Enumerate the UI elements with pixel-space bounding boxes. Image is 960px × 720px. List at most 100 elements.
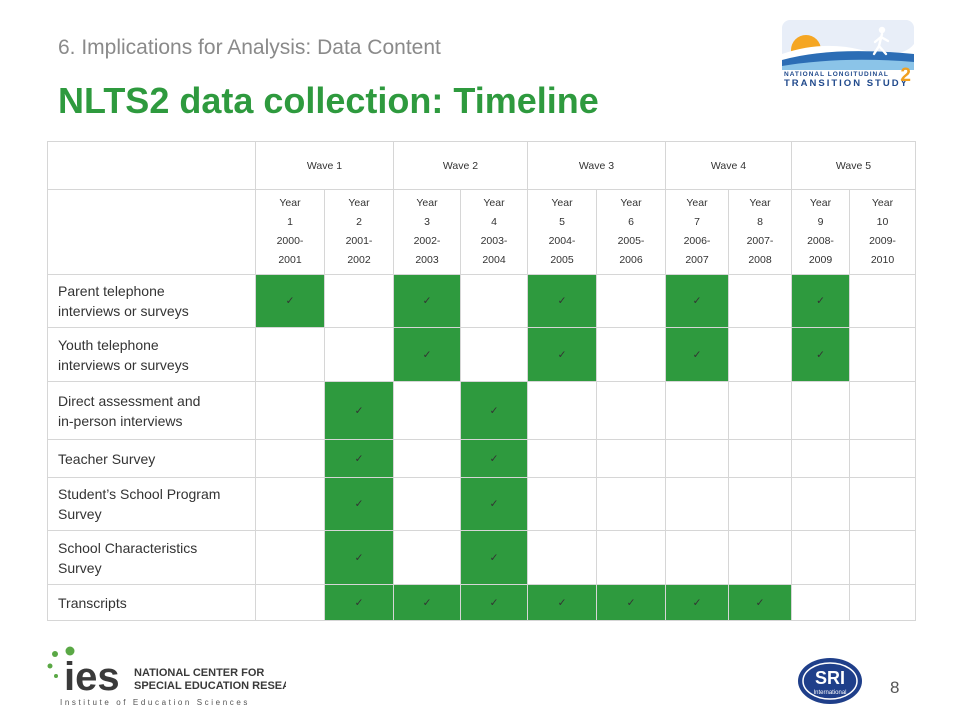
check-cell: ✓ — [324, 584, 394, 621]
check-cell: ✓ — [393, 327, 461, 382]
empty-cell — [527, 477, 597, 531]
empty-cell — [791, 584, 850, 621]
year-number: 9 — [817, 216, 824, 228]
empty-cell — [728, 274, 792, 328]
year-header: Year 9 2008- 2009 — [791, 189, 850, 275]
table-row: Youth telephone interviews or surveys ✓ ✓… — [47, 327, 916, 382]
row-label-line1: Transcripts — [58, 594, 127, 611]
ies-logo: ies NATIONAL CENTER FOR SPECIAL EDUCATIO… — [47, 646, 286, 707]
checkmark-icon: ✓ — [489, 551, 499, 564]
table-row: Direct assessment and in-person intervie… — [47, 381, 916, 440]
empty-cell — [849, 327, 916, 382]
empty-cell — [393, 477, 461, 531]
checkmark-icon: ✓ — [557, 348, 567, 361]
wave-header: Wave 2 — [393, 141, 528, 190]
empty-cell — [728, 327, 792, 382]
checkmark-icon: ✓ — [816, 348, 825, 361]
row-label: Transcripts — [47, 584, 256, 621]
check-cell: ✓ — [665, 584, 729, 621]
checkmark-icon: ✓ — [422, 596, 432, 609]
empty-cell — [791, 439, 850, 478]
table-row: Student’s School Program Survey ✓ ✓ — [47, 477, 916, 531]
year-label: Year — [279, 197, 301, 209]
check-cell: ✓ — [791, 274, 850, 328]
row-label: School Characteristics Survey — [47, 530, 256, 585]
year-range-end: 2006 — [619, 254, 643, 266]
empty-cell — [527, 530, 597, 585]
checkmark-icon: ✓ — [489, 596, 499, 609]
year-label: Year — [686, 197, 708, 209]
year-number: 10 — [876, 216, 889, 228]
year-label: Year — [416, 197, 438, 209]
empty-cell — [596, 439, 666, 478]
empty-cell — [393, 439, 461, 478]
checkmark-icon: ✓ — [557, 295, 567, 307]
year-header: Year 8 2007- 2008 — [728, 189, 792, 275]
checkmark-icon: ✓ — [692, 348, 702, 361]
empty-cell — [596, 327, 666, 382]
check-cell: ✓ — [460, 584, 528, 621]
nlts2-caption-line2: TRANSITION STUDY — [784, 78, 909, 89]
empty-cell — [849, 381, 916, 440]
check-cell: ✓ — [324, 477, 394, 531]
year-range-start: 2005- — [617, 235, 645, 247]
year-label: Year — [749, 197, 771, 209]
year-header: Year 3 2002- 2003 — [393, 189, 461, 275]
row-label-line1: Parent telephone — [58, 283, 165, 299]
empty-cell — [255, 477, 325, 531]
empty-cell — [324, 274, 394, 328]
year-number: 5 — [559, 216, 565, 228]
check-cell: ✓ — [665, 327, 729, 382]
year-header-row: Year 1 2000- 2001 Year 2 2001- 2002 Year… — [47, 189, 916, 275]
table-row: Teacher Survey ✓ ✓ — [47, 439, 916, 478]
empty-cell — [728, 381, 792, 440]
empty-cell — [791, 381, 850, 440]
checkmark-icon: ✓ — [422, 295, 432, 307]
empty-cell — [665, 381, 729, 440]
check-cell: ✓ — [324, 381, 394, 440]
empty-cell — [255, 530, 325, 585]
page-number: 8 — [890, 678, 900, 697]
check-cell: ✓ — [324, 530, 394, 585]
check-cell: ✓ — [460, 530, 528, 585]
empty-cell — [665, 530, 729, 585]
year-range-end: 2009 — [808, 254, 833, 266]
empty-cell — [255, 327, 325, 382]
sri-logo-mark: SRI — [815, 668, 845, 688]
year-range-end: 2007 — [685, 254, 709, 266]
check-cell: ✓ — [527, 274, 597, 328]
wave-header: Wave 1 — [255, 141, 394, 190]
checkmark-icon: ✓ — [489, 498, 499, 510]
empty-cell — [849, 477, 916, 531]
check-cell: ✓ — [665, 274, 729, 328]
row-label-line2: interviews or surveys — [58, 356, 189, 373]
empty-cell — [527, 439, 597, 478]
empty-cell — [460, 327, 528, 382]
check-cell: ✓ — [728, 584, 792, 621]
year-number: 6 — [628, 216, 634, 228]
row-label: Student’s School Program Survey — [47, 477, 256, 531]
nlts2-caption-line1: NATIONAL LONGITUDINAL — [784, 71, 889, 78]
check-cell: ✓ — [460, 381, 528, 440]
year-range-start: 2009- — [869, 235, 896, 247]
row-label-line1: Student’s School Program — [58, 486, 221, 502]
year-range-end: 2010 — [870, 254, 895, 266]
year-header: Year 5 2004- 2005 — [527, 189, 597, 275]
empty-cell — [728, 439, 792, 478]
checkmark-icon: ✓ — [354, 498, 364, 510]
year-label: Year — [809, 197, 832, 209]
year-range-start: 2008- — [807, 235, 834, 247]
year-number: 8 — [757, 216, 763, 228]
check-cell: ✓ — [393, 584, 461, 621]
year-header: Year 6 2005- 2006 — [596, 189, 666, 275]
checkmark-icon: ✓ — [354, 404, 364, 417]
year-range-end: 2004 — [482, 254, 506, 266]
empty-cell — [460, 274, 528, 328]
corner-cell — [47, 189, 256, 275]
year-range-start: 2001- — [345, 235, 373, 247]
sri-logo-sub: International — [813, 690, 846, 696]
ies-logo-line2: SPECIAL EDUCATION RESEARCH — [134, 680, 286, 692]
row-label-line2: Survey — [58, 559, 102, 576]
check-cell: ✓ — [527, 584, 597, 621]
nlts2-logo — [782, 20, 914, 70]
